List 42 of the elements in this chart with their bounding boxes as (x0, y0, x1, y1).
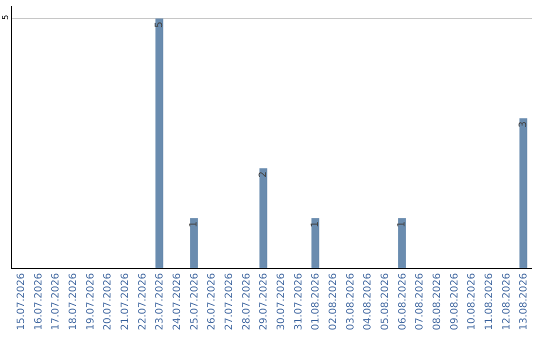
x-tick-label: 01.08.2026 (310, 273, 322, 330)
x-tick-label: 05.08.2026 (380, 273, 391, 330)
data-label: 1 (188, 221, 200, 228)
x-tick-label: 08.08.2026 (432, 273, 443, 330)
x-tick-label: 29.07.2026 (258, 273, 270, 330)
x-tick-label: 25.07.2026 (189, 273, 200, 330)
x-tick-label: 30.07.2026 (276, 273, 287, 330)
data-label: 1 (310, 221, 321, 228)
x-tick-label: 17.07.2026 (50, 273, 62, 330)
x-tick-label: 20.07.2026 (102, 273, 114, 330)
x-tick-label: 16.07.2026 (33, 273, 44, 330)
data-label: 5 (154, 21, 165, 28)
x-tick-label: 27.07.2026 (224, 273, 235, 330)
x-tick-label: 31.07.2026 (293, 273, 304, 330)
data-label: 2 (258, 171, 269, 178)
x-tick-label: 11.08.2026 (484, 273, 495, 330)
data-label: 1 (396, 221, 408, 228)
x-tick-label: 04.08.2026 (362, 273, 374, 330)
bar (155, 18, 164, 268)
x-tick-label: 23.07.2026 (154, 273, 166, 330)
bar (190, 218, 198, 268)
bar (311, 218, 320, 268)
bar (398, 218, 406, 268)
x-tick-label: 03.08.2026 (345, 273, 356, 330)
x-tick-label: 13.08.2026 (518, 273, 530, 330)
x-tick-label: 26.07.2026 (206, 273, 218, 330)
x-tick-label: 22.07.2026 (137, 273, 148, 330)
x-tick-label: 24.07.2026 (172, 273, 183, 330)
x-tick-label: 21.07.2026 (120, 273, 131, 330)
data-label: 3 (518, 121, 529, 128)
bar (519, 118, 528, 268)
x-tick-label: 28.07.2026 (241, 273, 252, 330)
x-tick-label: 06.08.2026 (397, 273, 408, 330)
x-tick-label: 19.07.2026 (85, 273, 96, 330)
bar (259, 168, 268, 268)
x-tick-label: 09.08.2026 (449, 273, 460, 330)
x-tick-label: 12.08.2026 (501, 273, 512, 330)
x-tick-label: 02.08.2026 (328, 273, 339, 330)
x-tick-label: 18.07.2026 (68, 273, 79, 330)
x-tick-label: 15.07.2026 (16, 273, 27, 330)
x-tick-label: 10.08.2026 (466, 273, 478, 330)
x-tick-label: 07.08.2026 (414, 273, 426, 330)
